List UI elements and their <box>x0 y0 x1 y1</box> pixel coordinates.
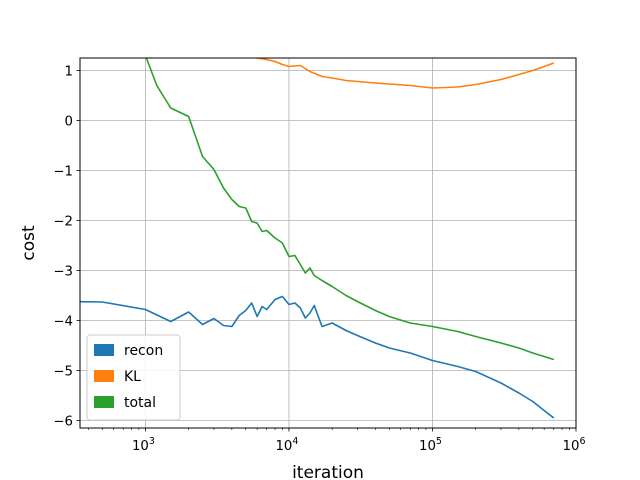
legend-label-kl: KL <box>124 369 141 385</box>
y-tick-label: −1 <box>53 165 73 180</box>
y-tick-label: −5 <box>53 365 73 380</box>
y-tick-label: −6 <box>53 415 73 430</box>
series-layer <box>80 58 555 419</box>
y-tick-label: 1 <box>65 65 73 80</box>
y-tick-label: −3 <box>53 265 73 280</box>
x-tick-label: 105 <box>419 436 442 454</box>
legend: recon KL total <box>86 334 181 421</box>
legend-swatch-total <box>94 396 114 408</box>
plot-frame <box>79 57 577 429</box>
x-tick-label: 103 <box>132 436 155 454</box>
y-tick-label: −4 <box>53 315 73 330</box>
series-line-total <box>145 58 555 361</box>
ticks: 1 0 −1 −2 −3 −4 −5 −6 103 104 105 106 <box>53 65 585 455</box>
series-line-kl <box>255 58 555 89</box>
y-tick-label: 0 <box>65 115 73 130</box>
series-line-recon <box>80 295 555 419</box>
legend-swatch-recon <box>94 344 114 356</box>
x-tick-label: 104 <box>275 436 298 454</box>
y-axis-label: cost <box>19 225 39 261</box>
x-axis-label: iteration <box>292 463 364 480</box>
y-tick-label: −2 <box>53 215 73 230</box>
legend-label-recon: recon <box>124 343 163 359</box>
legend-swatch-kl <box>94 370 114 382</box>
legend-label-total: total <box>124 395 156 411</box>
x-tick-label: 106 <box>563 436 586 454</box>
